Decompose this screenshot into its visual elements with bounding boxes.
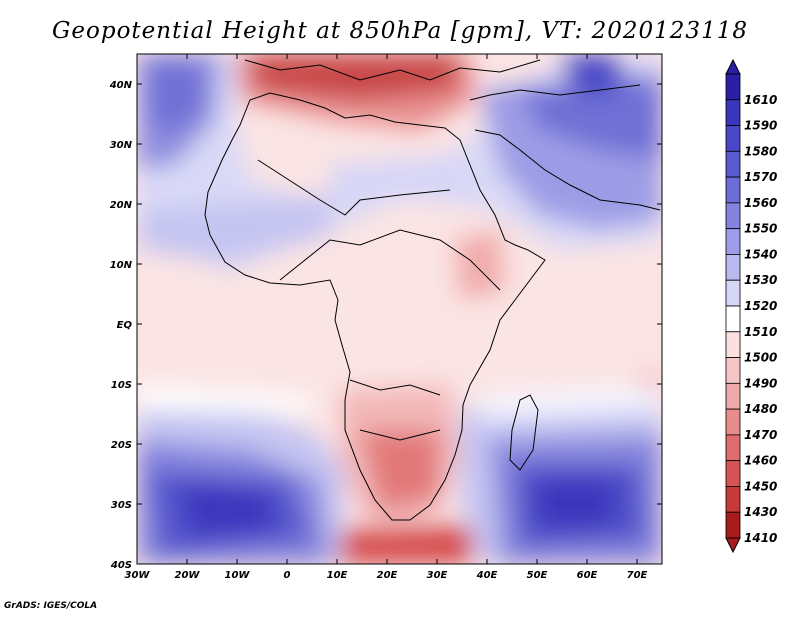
colorbar-swatch [725, 125, 741, 152]
lat-tick-label: 20N [110, 200, 133, 211]
colorbar-swatch [725, 254, 741, 281]
lat-tick-label: 10S [111, 380, 132, 391]
lon-tick-label: 20E [377, 570, 398, 581]
colorbar-bottom-arrow [725, 537, 741, 554]
africa-coast [204, 92, 546, 521]
colorbar-label: 1470 [744, 428, 777, 442]
lat-tick-label: 20S [111, 440, 132, 451]
arabia-coast [474, 129, 661, 211]
country-borders [349, 379, 441, 441]
levant-border [469, 84, 641, 101]
colorbar-swatch [725, 73, 741, 101]
lon-tick-label: 60E [577, 570, 598, 581]
lon-tick-label: 0 [284, 570, 291, 581]
colorbar-swatch [725, 228, 741, 255]
lon-tick-label: 40E [476, 570, 498, 581]
longitude-axis: 30W 20W 10W 0 10E 20E 30E 40E 50E 60E 70E [125, 54, 648, 581]
coastlines [204, 59, 661, 521]
colorbar: 1610 1590 1580 1570 1560 1550 1540 1530 1520 1510… [725, 58, 777, 554]
colorbar-swatch [725, 99, 741, 126]
colorbar-label: 1590 [744, 119, 777, 133]
lat-tick-label: 40S [110, 560, 132, 571]
colorbar-label: 1540 [744, 247, 777, 261]
colorbar-swatch [725, 279, 741, 307]
colorbar-swatch [725, 331, 741, 358]
country-borders [257, 159, 451, 216]
lat-tick-label: EQ [117, 320, 133, 331]
colorbar-label: 1490 [744, 376, 777, 390]
grads-credit: GrADS: IGES/COLA [4, 601, 98, 611]
lon-tick-label: 50E [527, 570, 548, 581]
lat-tick-label: 30S [111, 500, 132, 511]
colorbar-label: 1430 [744, 505, 777, 519]
lat-tick-label: 40N [109, 80, 133, 91]
mediterranean-coast [244, 59, 541, 81]
lon-tick-label: 70E [627, 570, 648, 581]
lon-tick-label: 20W [175, 570, 201, 581]
colorbar-swatch [725, 202, 741, 230]
height-field [137, 54, 662, 564]
colorbar-top-arrow [725, 58, 741, 75]
lat-tick-label: 10N [110, 260, 133, 271]
map-title: Geopotential Height at 850hPa [gpm], VT:… [52, 18, 748, 44]
colorbar-label: 1450 [744, 479, 777, 493]
colorbar-label: 1520 [744, 299, 777, 313]
lon-tick-label: 30E [427, 570, 448, 581]
colorbar-swatch [725, 357, 741, 384]
colorbar-swatch [725, 460, 741, 487]
map-frame [136, 53, 663, 565]
colorbar-label: 1580 [744, 144, 777, 158]
colorbar-label: 1530 [744, 273, 777, 287]
colorbar-swatch [725, 176, 741, 204]
latitude-axis: 40N 30N 20N 10N EQ 10S 20S 30S 40S [109, 80, 662, 571]
colorbar-swatch [725, 434, 741, 462]
colorbar-label: 1460 [744, 454, 777, 468]
colorbar-swatch [725, 382, 741, 410]
lon-tick-label: 10W [225, 570, 251, 581]
colorbar-swatch [725, 305, 741, 333]
colorbar-swatch [725, 511, 741, 539]
colorbar-label: 1550 [744, 222, 777, 236]
colorbar-label: 1560 [744, 196, 777, 210]
colorbar-swatch [725, 486, 741, 513]
lon-tick-label: 10E [327, 570, 348, 581]
lon-tick-label: 30W [125, 570, 151, 581]
lat-tick-label: 30N [110, 140, 133, 151]
colorbar-label: 1480 [744, 402, 777, 416]
colorbar-label: 1410 [744, 531, 777, 545]
colorbar-label: 1610 [744, 93, 777, 107]
colorbar-label: 1500 [744, 351, 777, 365]
colorbar-swatch [725, 150, 741, 178]
country-borders [279, 229, 501, 291]
colorbar-label: 1510 [744, 325, 777, 339]
colorbar-label: 1570 [744, 170, 777, 184]
madagascar-coast [509, 394, 539, 471]
colorbar-swatch [725, 408, 741, 436]
